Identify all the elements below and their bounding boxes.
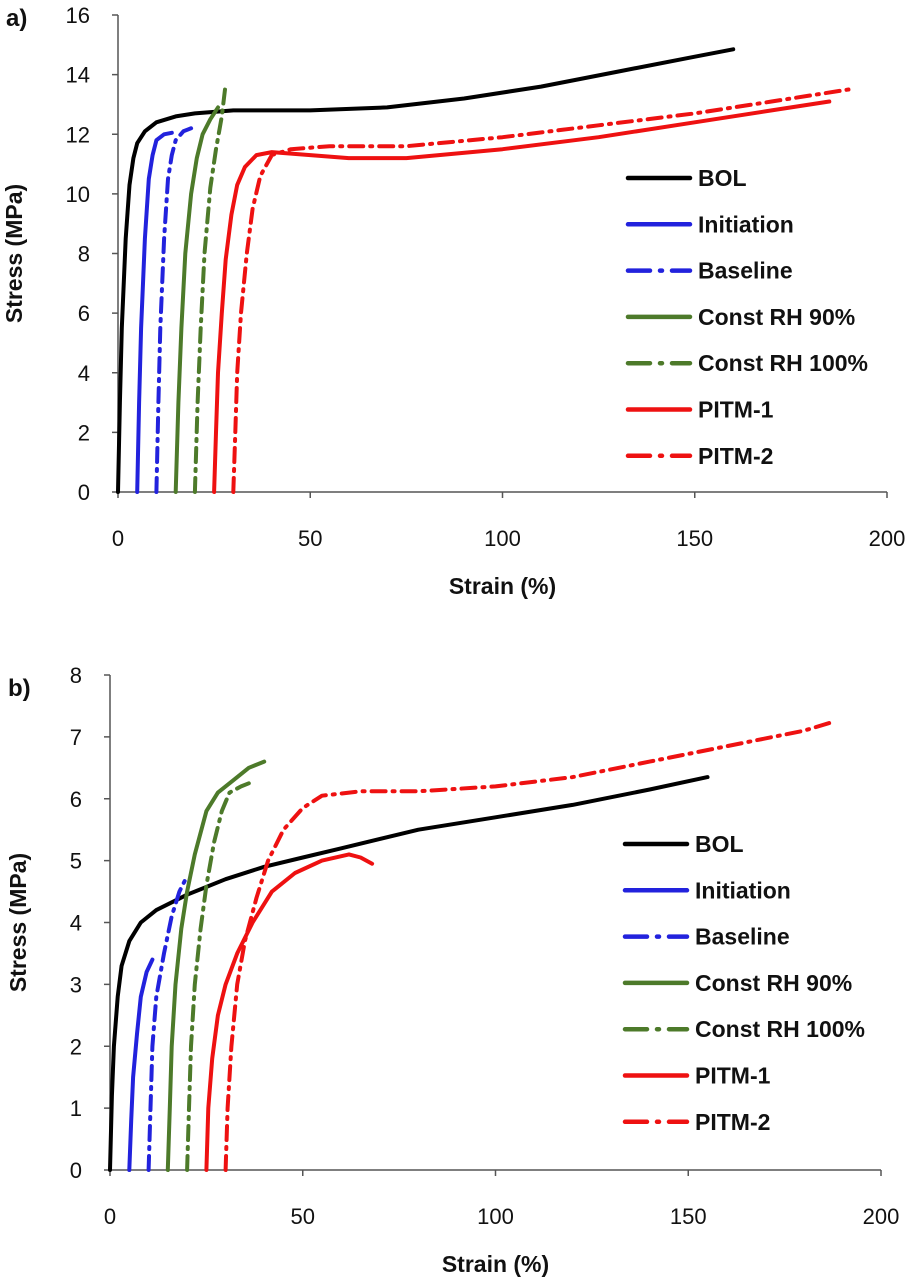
series-line-const-rh-90 [165,759,267,1172]
y-tick-label: 2 [70,1034,82,1059]
y-tick-label: 2 [78,420,90,445]
series-line-const-rh-100 [192,81,228,494]
y-tick-label: 3 [70,972,82,997]
y-tick-label: 12 [66,122,90,147]
y-tick-label: 0 [78,480,90,505]
legend-label: Const RH 90% [695,970,852,996]
y-tick-label: 16 [66,3,90,28]
x-tick-label: 150 [670,1204,707,1229]
chart-panel-a: a) 0 50 100 150 200 0 2 4 6 8 10 12 14 16 Strain (%) Str… [1,3,905,599]
series-line-baseline [146,874,190,1172]
y-tick-label: 4 [70,911,82,936]
x-tick-label: 200 [869,526,906,551]
series-line-const-rh-100 [185,781,251,1172]
y-tick-label: 7 [70,725,82,750]
panel-label: b) [8,675,31,702]
series-line-pitm-2 [223,719,837,1172]
x-axis-title: Strain (%) [442,1251,549,1277]
x-tick-label: 0 [112,526,124,551]
y-tick-label: 0 [70,1158,82,1183]
legend-label: PITM-2 [698,443,773,469]
y-tick-label: 6 [78,301,90,326]
series-line-const-rh-90 [173,105,220,494]
y-tick-label: 14 [66,63,90,88]
y-tick-label: 5 [70,849,82,874]
x-axis-title: Strain (%) [449,573,556,599]
y-axis-title: Stress (MPa) [5,853,31,992]
series-line-baseline [154,126,194,494]
legend-label: PITM-2 [695,1109,770,1135]
series-line-pitm-2 [231,87,851,494]
y-tick-label: 4 [78,361,90,386]
y-tick-label: 1 [70,1096,82,1121]
legend-label: PITM-1 [698,397,774,423]
legend-label: Initiation [695,877,791,903]
y-tick-label: 8 [70,663,82,688]
x-tick-label: 50 [298,526,322,551]
x-tick-label: 200 [863,1204,900,1229]
series-line-initiation [135,130,174,494]
x-tick-label: 150 [676,526,713,551]
legend-label: Const RH 100% [695,1016,865,1042]
x-tick-label: 100 [484,526,521,551]
legend-label: Baseline [695,924,790,950]
legend-label: Baseline [698,258,793,284]
x-tick-label: 50 [291,1204,315,1229]
legend-label: PITM-1 [695,1063,771,1089]
legend-label: BOL [695,831,744,857]
x-tick-label: 100 [477,1204,514,1229]
chart-panel-b: b) 0 50 100 150 200 0 1 2 3 4 5 6 7 8 Strain (%) Stress … [5,663,899,1277]
y-tick-label: 10 [66,182,90,207]
legend-label: Const RH 100% [698,350,868,376]
y-tick-label: 6 [70,787,82,812]
panel-label: a) [6,5,27,32]
series-line-pitm-1 [204,852,375,1172]
legend-label: Const RH 90% [698,304,855,330]
series-line-initiation [127,957,155,1172]
series-line-pitm-1 [212,99,832,494]
y-tick-label: 8 [78,242,90,267]
x-tick-label: 0 [104,1204,116,1229]
legend-label: Initiation [698,211,794,237]
y-axis-title: Stress (MPa) [1,184,27,323]
series-line-bol [116,47,736,494]
legend-label: BOL [698,165,747,191]
